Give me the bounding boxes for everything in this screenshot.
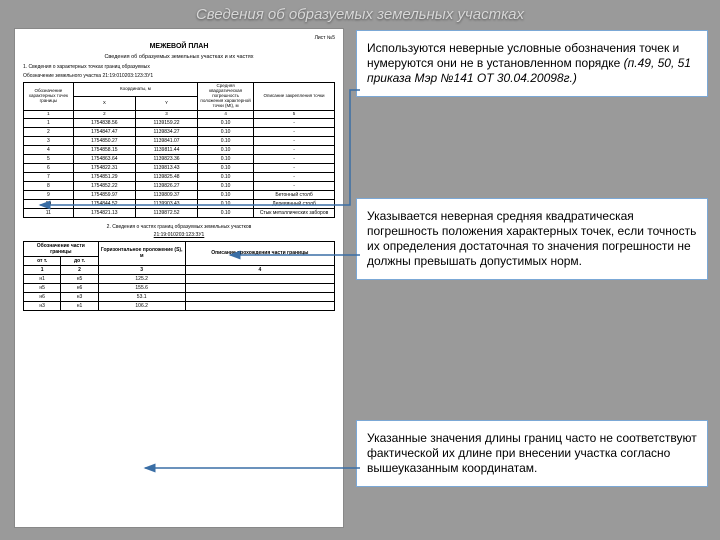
slide-title: Сведения об образуемых земельных участка… bbox=[0, 6, 720, 23]
numrow2-b: 2 bbox=[61, 265, 98, 274]
numrow-b: 2 bbox=[73, 110, 135, 118]
points-table: Обозначение характерных точек границы Ко… bbox=[23, 82, 335, 218]
th2-seg: Обозначение части границы bbox=[24, 241, 99, 256]
edges-table: Обозначение части границы Горизонтальное… bbox=[23, 241, 335, 311]
note-3: Указанные значения длины границ часто не… bbox=[356, 420, 708, 487]
numrow2-a: 1 bbox=[24, 265, 61, 274]
th-y: Y bbox=[135, 96, 197, 110]
th-x: X bbox=[73, 96, 135, 110]
sheet-label: Лист №5 bbox=[23, 35, 335, 41]
table-row: 21754847.471139834.270.10- bbox=[24, 127, 335, 136]
th-desc: Описание закрепления точки bbox=[254, 83, 335, 111]
table-row: н5н6155.6 bbox=[24, 283, 335, 292]
numrow-c: 3 bbox=[135, 110, 197, 118]
section1-label: 1. Сведения о характерных точках границ … bbox=[23, 64, 335, 70]
th2-to: до т. bbox=[61, 256, 98, 265]
th-mt: Средняя квадратическая погрешность полож… bbox=[198, 83, 254, 111]
table-row: н1н5125.2 bbox=[24, 274, 335, 283]
table-row: 61754822.311139813.430.10- bbox=[24, 163, 335, 172]
th-coords: Координаты, м bbox=[73, 83, 197, 97]
numrow-d: 4 bbox=[198, 110, 254, 118]
doc-subtitle: Сведения об образуемых земельных участка… bbox=[23, 54, 335, 60]
cadastral-number: Обозначение земельного участка 21:19:010… bbox=[23, 73, 335, 79]
th2-s: Горизонтальное проложение (S), м bbox=[98, 241, 185, 265]
cadastral2: 21:19:010203:123:ЗУ1 bbox=[23, 232, 335, 238]
numrow2-d: 4 bbox=[185, 265, 334, 274]
th-point: Обозначение характерных точек границы bbox=[24, 83, 74, 111]
doc-title: МЕЖЕВОЙ ПЛАН bbox=[23, 43, 335, 50]
table-row: н6н353.1 bbox=[24, 292, 335, 301]
note-1: Используются неверные условные обозначен… bbox=[356, 30, 708, 97]
table-row: 91754859.971139809.370.10Бетонный столб bbox=[24, 190, 335, 199]
table-row: 41754858.151139811.440.10- bbox=[24, 145, 335, 154]
numrow2-c: 3 bbox=[98, 265, 185, 274]
section2-label: 2. Сведения о частях границ образуемых з… bbox=[23, 224, 335, 230]
table-row: 81754852.221139826.270.10- bbox=[24, 181, 335, 190]
th2-desc: Описание прохождения части границы bbox=[185, 241, 334, 265]
table-row: 51754863.641139823.360.10- bbox=[24, 154, 335, 163]
table-row: 11754838.561139159.220.10- bbox=[24, 118, 335, 127]
table-row: 101754844.521139903.430.10Деревянный сто… bbox=[24, 199, 335, 208]
table-row: н3н1106.2 bbox=[24, 301, 335, 310]
table-row: 71754851.291139825.480.10- bbox=[24, 172, 335, 181]
document-page: Лист №5 МЕЖЕВОЙ ПЛАН Сведения об образуе… bbox=[14, 28, 344, 528]
th2-from: от т. bbox=[24, 256, 61, 265]
note-2: Указывается неверная средняя квадратичес… bbox=[356, 198, 708, 280]
numrow-e: 5 bbox=[254, 110, 335, 118]
table-row: 111754821.131139872.520.10Стык металличе… bbox=[24, 208, 335, 217]
table-row: 31754850.271139841.070.10- bbox=[24, 136, 335, 145]
numrow-a: 1 bbox=[24, 110, 74, 118]
